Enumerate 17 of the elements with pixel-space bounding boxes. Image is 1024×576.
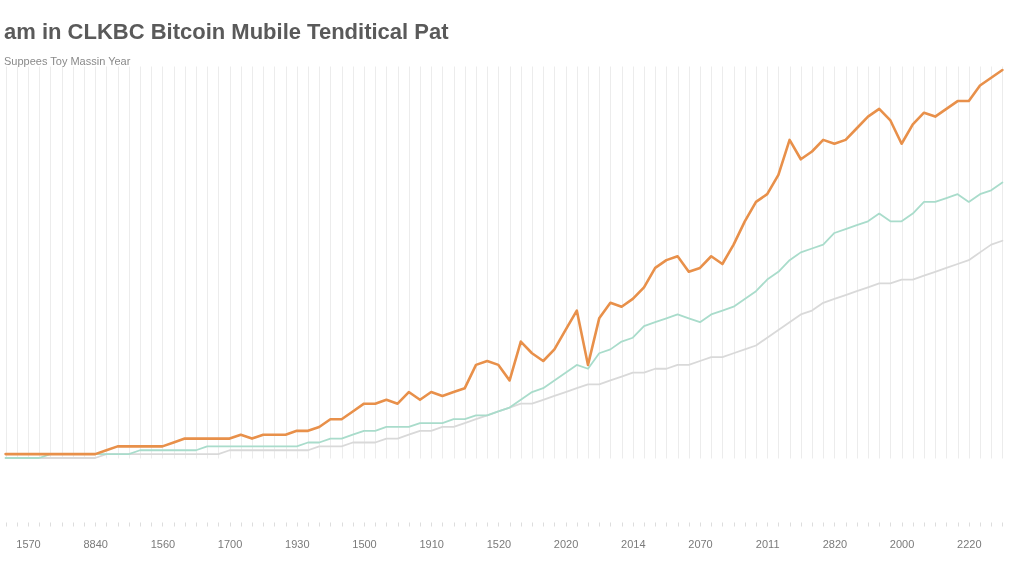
x-tick-label: 1560 [150,537,176,550]
x-tick-label: 2820 [822,537,848,550]
x-tick-label: 1930 [285,537,310,550]
x-tick-label: 2000 [889,537,915,550]
x-tick-label: 1910 [419,537,444,550]
x-tick-label: 2011 [755,537,780,550]
x-tick-label: 1520 [486,537,512,550]
chart-title: am in CLKBC Bitcoin Mubile Tenditical Pat [4,19,450,44]
x-tick-label: 8840 [83,537,108,550]
x-tick-label: 2014 [621,537,646,550]
x-tick-label: 2020 [553,537,579,550]
x-tick-label: 1700 [217,537,243,550]
x-tick-label: 1570 [16,537,41,550]
chart-subtitle: Suppees Toy Massin Year [4,55,131,67]
x-tick-label: 2220 [957,537,982,550]
x-tick-label: 2070 [688,537,713,550]
x-tick-label: 1500 [352,537,377,550]
